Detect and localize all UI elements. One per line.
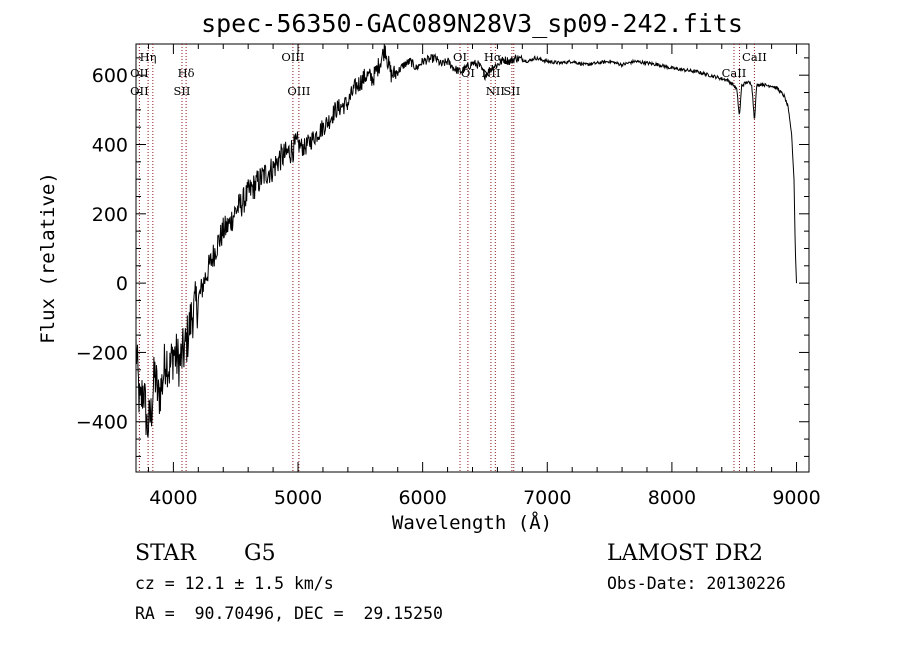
object-class: STAR — [135, 541, 196, 566]
line-marker-label: OIII — [287, 84, 310, 98]
spectrum-line — [135, 43, 797, 438]
survey-name: LAMOST DR2 — [607, 541, 763, 566]
line-marker-label: OII — [130, 84, 149, 98]
y-tick-label: 600 — [92, 65, 128, 87]
line-marker-label: CaII — [722, 66, 747, 80]
line-marker-label: Hη — [140, 50, 157, 64]
coordinates-readout: RA = 90.70496, DEC = 29.15250 — [135, 604, 443, 623]
observation-date: Obs-Date: 20130226 — [607, 574, 786, 593]
line-marker-label: OII — [130, 66, 149, 80]
line-marker-label: Hδ — [178, 66, 195, 80]
y-axis-label: Flux (relative) — [37, 172, 59, 344]
y-tick-label: −400 — [76, 412, 128, 434]
axis-ticks — [136, 44, 809, 472]
x-tick-label: 4000 — [149, 487, 197, 509]
redshift-readout: cz = 12.1 ± 1.5 km/s — [135, 574, 334, 593]
x-tick-label: 8000 — [648, 487, 696, 509]
y-tick-label: 200 — [92, 204, 128, 226]
x-axis-label: Wavelength (Å) — [392, 511, 552, 534]
y-tick-label: 0 — [116, 273, 128, 295]
line-marker-label: OI — [453, 50, 467, 64]
y-tick-label: 400 — [92, 135, 128, 157]
line-marker-label: CaII — [742, 50, 767, 64]
chart-title: spec-56350-GAC089N28V3_sp09-242.fits — [201, 9, 743, 38]
x-tick-label: 9000 — [772, 487, 820, 509]
line-marker-label: SII — [174, 84, 191, 98]
axis-tick-labels: 4000 5000 6000 7000 8000 9000 −400 −200 0 200 400 6… — [76, 65, 821, 509]
plot-frame — [135, 43, 810, 473]
line-marker-label: NII — [486, 84, 505, 98]
line-marker-label: OIII — [281, 50, 304, 64]
y-tick-label: −200 — [76, 342, 128, 364]
emission-line-markers — [138, 44, 755, 472]
line-marker-label: Hα — [484, 50, 502, 64]
x-tick-label: 5000 — [274, 487, 322, 509]
x-tick-label: 6000 — [398, 487, 446, 509]
object-subclass: G5 — [244, 541, 276, 566]
x-tick-label: 7000 — [523, 487, 571, 509]
line-marker-label: SII — [503, 84, 520, 98]
